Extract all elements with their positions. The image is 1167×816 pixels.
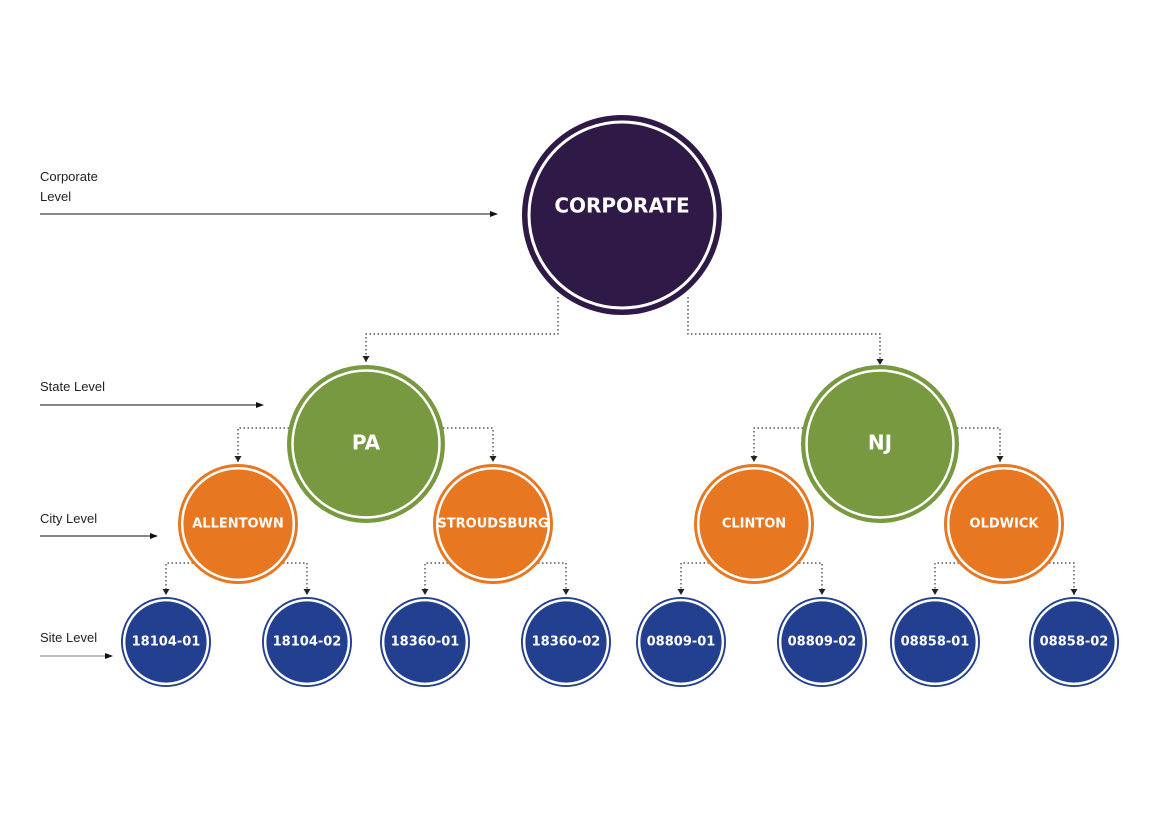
node-label: 08809-01	[647, 635, 716, 650]
node-label: CORPORATE	[554, 194, 689, 218]
arrow-head	[996, 456, 1004, 462]
connector	[443, 427, 494, 462]
connector	[799, 562, 823, 595]
arrow-head	[489, 456, 497, 462]
node-circle	[636, 597, 726, 687]
connector	[680, 562, 709, 595]
connector	[424, 562, 448, 595]
node-label: STROUDSBURG	[437, 517, 548, 532]
node-label: 18360-01	[391, 635, 460, 650]
arrow-head	[750, 456, 758, 462]
connector	[687, 297, 881, 365]
node: CORPORATE	[522, 115, 722, 315]
arrow-head	[931, 589, 939, 595]
node: OLDWICK	[944, 464, 1064, 584]
node: 08858-02	[1029, 597, 1119, 687]
node-circle	[694, 464, 814, 584]
node-circle	[178, 464, 298, 584]
arrow-head	[421, 589, 429, 595]
level-label: State Level	[40, 379, 106, 394]
node-ring	[946, 466, 1062, 582]
node: 08858-01	[890, 597, 980, 687]
node: 18360-01	[380, 597, 470, 687]
node-circle	[801, 365, 959, 523]
node-circle	[121, 597, 211, 687]
arrow-head	[818, 589, 826, 595]
node-label: CLINTON	[722, 517, 786, 532]
arrow-head	[677, 589, 685, 595]
node-circle	[262, 597, 352, 687]
node-circle	[287, 365, 445, 523]
connector	[753, 427, 803, 462]
connector	[957, 427, 1001, 462]
node-ring	[637, 598, 725, 686]
arrow-head	[162, 589, 170, 595]
node-label: PA	[352, 431, 381, 455]
node: 08809-02	[777, 597, 867, 687]
node-ring	[180, 466, 296, 582]
node: ALLENTOWN	[178, 464, 298, 584]
connector	[237, 427, 289, 462]
node-circle	[944, 464, 1064, 584]
node: 18360-02	[521, 597, 611, 687]
level-arrows	[40, 211, 498, 659]
arrow-head	[1070, 589, 1078, 595]
node-label: 18104-01	[132, 635, 201, 650]
node-label: 08858-01	[901, 635, 970, 650]
node-circle	[777, 597, 867, 687]
node-ring	[435, 466, 551, 582]
connector	[1049, 562, 1075, 595]
node-ring	[527, 120, 717, 310]
node-ring	[381, 598, 469, 686]
node-label: 18104-02	[273, 635, 342, 650]
node-ring	[291, 369, 441, 519]
arrow-head	[876, 359, 884, 365]
level-label: Site Level	[40, 630, 98, 645]
node-ring	[263, 598, 351, 686]
node: STROUDSBURG	[433, 464, 553, 584]
node-circle	[380, 597, 470, 687]
node-ring	[122, 598, 210, 686]
node-ring	[805, 369, 955, 519]
node-ring	[891, 598, 979, 686]
node: 08809-01	[636, 597, 726, 687]
connector	[934, 562, 959, 595]
level-label: City Level	[40, 511, 98, 526]
node-label: ALLENTOWN	[192, 517, 284, 532]
connector	[538, 562, 567, 595]
arrow-head	[234, 456, 242, 462]
node: NJ	[801, 365, 959, 523]
node-label: NJ	[868, 431, 892, 455]
node-circle	[1029, 597, 1119, 687]
node-circle	[433, 464, 553, 584]
level-label: Corporate Level	[40, 169, 98, 204]
arrow-head	[303, 589, 311, 595]
node-label: 08858-02	[1040, 635, 1109, 650]
node-ring	[522, 598, 610, 686]
node-label: 18360-02	[532, 635, 601, 650]
node-circle	[522, 115, 722, 315]
connector	[283, 562, 308, 595]
node: 18104-01	[121, 597, 211, 687]
node-ring	[696, 466, 812, 582]
node: CLINTON	[694, 464, 814, 584]
connectors	[162, 297, 1078, 595]
connector	[165, 562, 193, 595]
node-circle	[890, 597, 980, 687]
connector	[365, 297, 559, 362]
node: PA	[287, 365, 445, 523]
node-label: 08809-02	[788, 635, 857, 650]
node-ring	[778, 598, 866, 686]
node-label: OLDWICK	[970, 517, 1040, 532]
node-ring	[1030, 598, 1118, 686]
arrow-head	[562, 589, 570, 595]
node-circle	[521, 597, 611, 687]
node: 18104-02	[262, 597, 352, 687]
arrow-head	[362, 356, 370, 362]
